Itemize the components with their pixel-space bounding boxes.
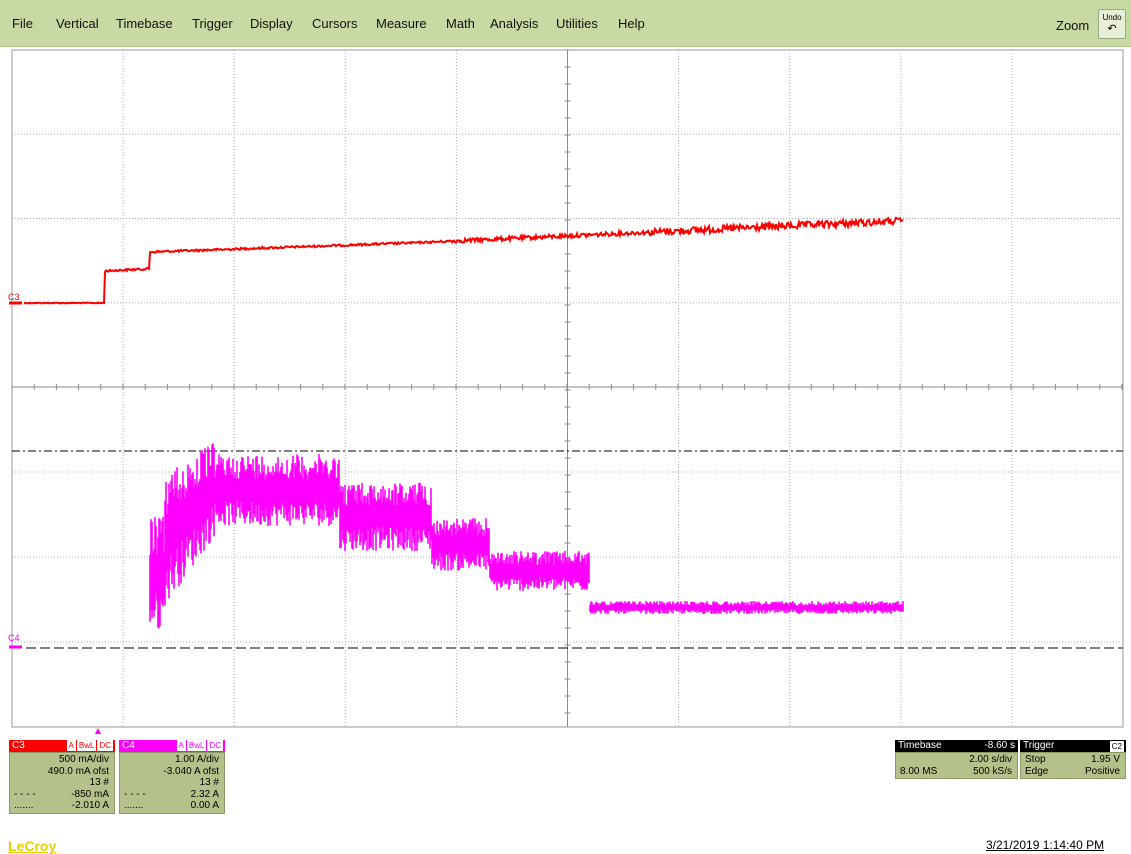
c4-cursor2-marker: .......: [124, 800, 144, 811]
trigger-label: Trigger: [1023, 740, 1055, 751]
c4-flag-bwl: BwL: [186, 740, 207, 751]
c3-tile-body: 500 mA/div 490.0 mA ofst 13 # - - - - -85…: [9, 752, 115, 814]
menu-cursors[interactable]: Cursors: [312, 16, 358, 31]
c3-scale: 500 mA/div: [58, 754, 109, 765]
trigger-mode: Stop: [1025, 754, 1046, 765]
c3-cursor1-value: -850 mA: [71, 788, 109, 800]
timebase-delay: -8.60 s: [984, 740, 1015, 751]
menu-trigger[interactable]: Trigger: [192, 16, 233, 31]
trigger-level: 1.95 V: [1091, 754, 1120, 765]
trigger-source: C2: [1109, 741, 1124, 752]
c3-tile-header: C3 A BwL DC: [9, 740, 115, 752]
c3-flag-bwl: BwL: [76, 740, 97, 751]
c4-waveform: [149, 443, 904, 629]
c4-flag-dc: DC: [207, 740, 223, 751]
zoom-button[interactable]: Zoom: [1056, 18, 1090, 33]
c3-flag-dc: DC: [97, 740, 113, 751]
c3-cursor1-marker: - - - -: [14, 788, 36, 800]
trigger-tile[interactable]: Trigger C2 Stop 1.95 V Edge Positive: [1020, 740, 1126, 779]
timebase-body: 2.00 s/div 8.00 MS 500 kS/s: [895, 752, 1018, 779]
trigger-body: Stop 1.95 V Edge Positive: [1020, 752, 1126, 779]
c4-cursor1-value: 2.32 A: [190, 788, 219, 800]
trigger-header: Trigger C2: [1020, 740, 1126, 752]
c4-ground-marker: C4: [8, 633, 22, 649]
c3-tile-name: C3: [12, 740, 25, 751]
c3-trace-line: [23, 216, 904, 305]
timebase-scale: 2.00 s/div: [969, 754, 1012, 765]
c3-marker-label: C3: [8, 292, 20, 302]
menu-vertical[interactable]: Vertical: [56, 16, 99, 31]
c4-trace-noise: [149, 443, 904, 629]
trigger-slope: Positive: [1084, 765, 1120, 777]
graticule: [11, 49, 1123, 727]
timestamp: 3/21/2019 1:14:40 PM: [986, 838, 1105, 852]
lecroy-logo: LeCroy: [8, 838, 57, 854]
c3-ground-marker: C3: [8, 292, 22, 305]
c3-offset: 490.0 mA ofst: [47, 765, 109, 777]
menu-measure[interactable]: Measure: [376, 16, 427, 31]
timebase-samples: 8.00 MS: [900, 765, 938, 777]
trigger-position-marker: [95, 728, 101, 734]
c4-offset: -3.040 A ofst: [163, 765, 219, 777]
undo-icon: ↶: [1107, 23, 1117, 35]
timebase-tile[interactable]: Timebase -8.60 s 2.00 s/div 8.00 MS 500 k…: [895, 740, 1018, 779]
c4-tile-body: 1.00 A/div -3.040 A ofst 13 # - - - - 2.3…: [119, 752, 225, 814]
c3-cursor2-value: -2.010 A: [71, 800, 109, 811]
menu-file[interactable]: File: [12, 16, 33, 31]
c3-waveform: [23, 216, 904, 305]
c4-tile-name: C4: [122, 740, 135, 751]
c3-channel-tile[interactable]: C3 A BwL DC 500 mA/div 490.0 mA ofst 13 # …: [9, 740, 115, 814]
timebase-header: Timebase -8.60 s: [895, 740, 1018, 752]
c4-tile-header: C4 A BwL DC: [119, 740, 225, 752]
c4-sweeps: 13 #: [199, 777, 219, 788]
c4-flag-a: A: [176, 740, 186, 751]
c4-cursor2-value: 0.00 A: [190, 800, 219, 811]
menu-help[interactable]: Help: [618, 16, 645, 31]
c3-flag-a: A: [66, 740, 76, 751]
c4-channel-tile[interactable]: C4 A BwL DC 1.00 A/div -3.040 A ofst 13 # …: [119, 740, 225, 814]
menu-math[interactable]: Math: [446, 16, 475, 31]
timebase-label: Timebase: [898, 740, 942, 751]
undo-button[interactable]: Undo ↶: [1098, 9, 1126, 39]
scope-display[interactable]: C3 C4: [0, 46, 1131, 736]
c4-cursor1-marker: - - - -: [124, 788, 146, 800]
c4-marker-label: C4: [8, 633, 20, 643]
menu-analysis[interactable]: Analysis: [490, 16, 539, 31]
c4-scale: 1.00 A/div: [175, 754, 219, 765]
c3-cursor2-marker: .......: [14, 800, 34, 811]
menu-bar: File Vertical Timebase Trigger Display C…: [0, 0, 1131, 47]
menu-utilities[interactable]: Utilities: [556, 16, 598, 31]
menu-display[interactable]: Display: [250, 16, 293, 31]
c3-sweeps: 13 #: [89, 777, 109, 788]
trigger-type: Edge: [1025, 765, 1049, 777]
undo-label: Undo: [1102, 13, 1122, 22]
menu-timebase[interactable]: Timebase: [116, 16, 173, 31]
timebase-rate: 500 kS/s: [973, 765, 1012, 777]
